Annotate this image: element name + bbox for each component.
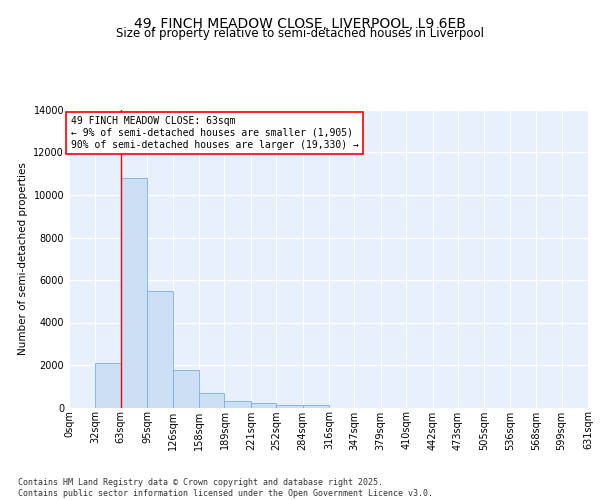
Bar xyxy=(251,403,276,407)
Y-axis label: Number of semi-detached properties: Number of semi-detached properties xyxy=(18,162,28,355)
Text: 49 FINCH MEADOW CLOSE: 63sqm
← 9% of semi-detached houses are smaller (1,905)
90: 49 FINCH MEADOW CLOSE: 63sqm ← 9% of sem… xyxy=(71,116,359,150)
Bar xyxy=(147,290,173,408)
Text: Size of property relative to semi-detached houses in Liverpool: Size of property relative to semi-detach… xyxy=(116,28,484,40)
Bar xyxy=(173,370,199,408)
Bar xyxy=(199,392,224,407)
Bar xyxy=(121,178,147,408)
Bar xyxy=(276,404,302,407)
Bar xyxy=(224,401,251,407)
Text: Contains HM Land Registry data © Crown copyright and database right 2025.
Contai: Contains HM Land Registry data © Crown c… xyxy=(18,478,433,498)
Text: 49, FINCH MEADOW CLOSE, LIVERPOOL, L9 6EB: 49, FINCH MEADOW CLOSE, LIVERPOOL, L9 6E… xyxy=(134,18,466,32)
Bar xyxy=(95,363,121,408)
Bar xyxy=(302,406,329,407)
